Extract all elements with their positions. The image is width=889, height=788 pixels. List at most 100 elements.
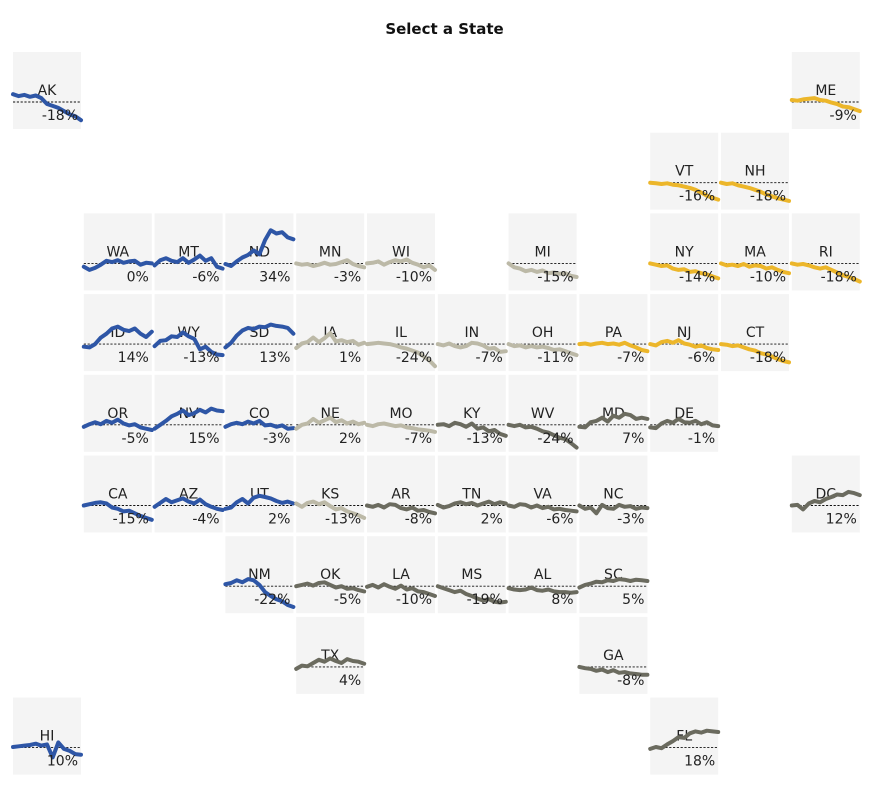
tile-background	[508, 536, 577, 614]
change-label-nd: 34%	[259, 269, 290, 285]
state-tile-nj[interactable]: NJ -6%	[648, 294, 721, 372]
state-abbr-il: IL	[395, 325, 407, 341]
sparkline-fl	[648, 728, 721, 751]
sparkline-hi	[11, 740, 83, 760]
state-tile-ms[interactable]: MS -19%	[435, 536, 508, 614]
state-tile-la[interactable]: LA -10%	[365, 536, 437, 614]
state-abbr-oh: OH	[532, 325, 554, 341]
state-tile-va[interactable]: VA -6%	[506, 455, 579, 533]
state-tile-ga[interactable]: GA -8%	[577, 616, 650, 694]
state-abbr-ks: KS	[321, 487, 339, 503]
state-tile-tn[interactable]: TN2%	[435, 455, 508, 533]
sparkline-ok	[294, 580, 367, 594]
change-label-mi: -15%	[537, 269, 573, 285]
state-tile-ok[interactable]: OK -5%	[294, 536, 367, 614]
state-tile-ct[interactable]: CT -18%	[719, 294, 791, 372]
state-abbr-nj: NJ	[677, 325, 692, 341]
sparkline-me	[789, 96, 862, 114]
change-label-wa: 0%	[127, 269, 149, 285]
tile-background	[579, 616, 648, 694]
tile-background	[367, 213, 435, 291]
sparkline-de	[648, 416, 721, 431]
state-tile-al[interactable]: AL 8%	[506, 536, 579, 614]
change-label-ky: -13%	[467, 431, 503, 447]
state-tile-ne[interactable]: NE2%	[294, 374, 367, 452]
sparkline-va	[506, 502, 579, 514]
state-tile-me[interactable]: ME -9%	[789, 52, 862, 129]
state-tile-mi[interactable]: MI -15%	[506, 213, 579, 291]
state-tile-nh[interactable]: NH -18%	[719, 132, 791, 210]
state-tile-ut[interactable]: UT2%	[223, 455, 296, 533]
state-tile-ma[interactable]: MA -10%	[719, 213, 791, 291]
change-label-ny: -14%	[679, 269, 715, 285]
state-tile-wy[interactable]: WY-13%	[152, 294, 225, 372]
tile-background	[83, 213, 152, 291]
state-tile-ny[interactable]: NY -14%	[648, 213, 721, 291]
change-label-co: -3%	[263, 431, 290, 447]
state-abbr-nc: NC	[603, 487, 623, 503]
sparkline-wi	[365, 257, 437, 272]
state-tile-mt[interactable]: MT-6%	[152, 213, 225, 291]
state-abbr-ma: MA	[744, 244, 766, 260]
state-tile-ky[interactable]: KY -13%	[435, 374, 508, 452]
state-tile-ks[interactable]: KS -13%	[294, 455, 367, 533]
chart-title: Select a State	[385, 20, 504, 38]
change-label-nm: -22%	[254, 592, 290, 608]
state-tile-tx[interactable]: TX4%	[294, 616, 367, 694]
sparkline-vt	[648, 180, 721, 202]
tile-background	[154, 455, 223, 533]
sparkline-al	[506, 585, 579, 595]
state-tile-ri[interactable]: RI -18%	[789, 213, 862, 291]
change-label-az: -4%	[192, 512, 219, 528]
state-tile-nm[interactable]: NM-22%	[223, 536, 296, 614]
state-tile-md[interactable]: MD7%	[577, 374, 650, 452]
sparkline-wa	[81, 258, 154, 272]
state-abbr-ny: NY	[675, 244, 694, 260]
sparkline-nd	[223, 228, 296, 268]
state-tile-ar[interactable]: AR -8%	[365, 455, 437, 533]
state-tile-wv[interactable]: WV -24%	[506, 374, 579, 452]
tile-background	[437, 374, 506, 452]
tile-background	[83, 455, 152, 533]
state-tile-pa[interactable]: PA -7%	[577, 294, 650, 372]
sparkline-ks	[294, 499, 367, 520]
state-tile-az[interactable]: AZ-4%	[152, 455, 225, 533]
tile-background	[650, 213, 719, 291]
state-tile-ia[interactable]: IA1%	[294, 294, 367, 372]
state-tile-mo[interactable]: MO -7%	[365, 374, 437, 452]
state-tile-oh[interactable]: OH -11%	[506, 294, 579, 372]
state-tile-nc[interactable]: NC -3%	[577, 455, 650, 533]
change-label-ms: -19%	[467, 592, 503, 608]
state-tile-vt[interactable]: VT -16%	[648, 132, 721, 210]
change-label-la: -10%	[396, 592, 432, 608]
state-tile-in[interactable]: IN -7%	[435, 294, 508, 372]
change-label-sc: 5%	[622, 592, 644, 608]
tile-background	[579, 374, 648, 452]
sparkline-ut	[223, 493, 296, 511]
state-tile-ak[interactable]: AK -18%	[11, 52, 83, 129]
state-tile-il[interactable]: IL -24%	[365, 294, 437, 372]
state-tile-sc[interactable]: SC5%	[577, 536, 650, 614]
sparkline-il	[365, 340, 437, 369]
state-tile-co[interactable]: CO -3%	[223, 374, 296, 452]
state-abbr-ok: OK	[320, 567, 341, 583]
state-tile-ca[interactable]: CA -15%	[81, 455, 154, 533]
state-tile-wi[interactable]: WI -10%	[365, 213, 437, 291]
change-label-or: -5%	[122, 431, 149, 447]
tile-background	[367, 455, 435, 533]
change-label-mn: -3%	[334, 269, 361, 285]
tile-background	[650, 294, 719, 372]
state-tile-wa[interactable]: WA 0%	[81, 213, 154, 291]
state-abbr-la: LA	[392, 567, 410, 583]
state-tile-mn[interactable]: MN -3%	[294, 213, 367, 291]
state-tile-hi[interactable]: HI 10%	[11, 697, 83, 775]
state-tile-or[interactable]: OR -5%	[81, 374, 154, 452]
state-tile-de[interactable]: DE-1%	[648, 374, 721, 452]
change-label-fl: 18%	[684, 754, 715, 770]
